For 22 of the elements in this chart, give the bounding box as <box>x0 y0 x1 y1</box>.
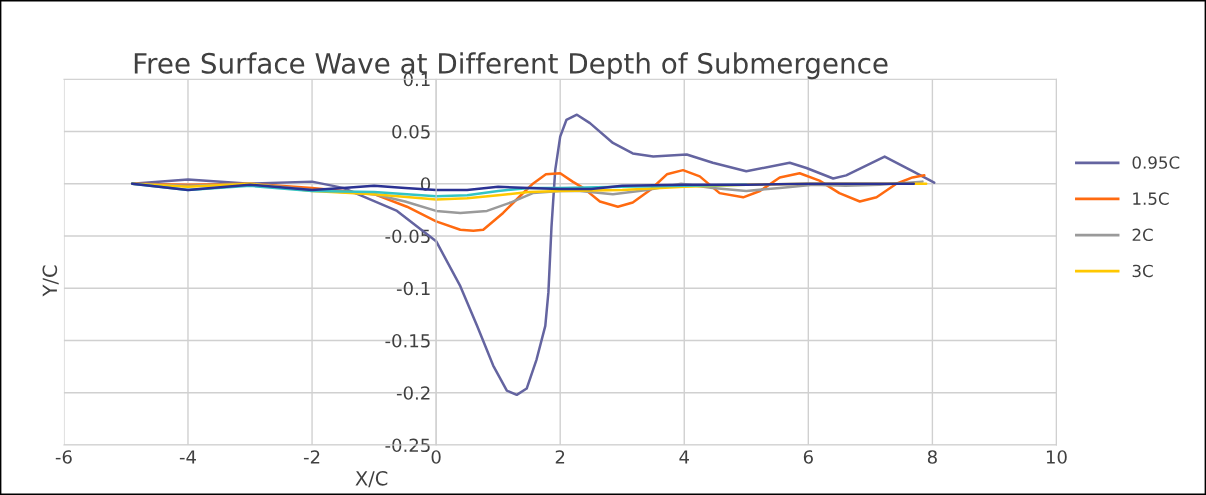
x-tick-label: 10 <box>1046 450 1067 464</box>
y-tick-label: -0.1 <box>396 281 430 296</box>
legend-label: 2C <box>1132 228 1153 242</box>
x-axis-title: X/C <box>355 470 388 488</box>
legend-label: 3C <box>1132 264 1153 278</box>
x-tick-label: 2 <box>555 450 565 464</box>
legend-label: 1.5C <box>1133 192 1169 205</box>
y-axis-title: Y/C <box>42 265 59 297</box>
x-tick-label: 6 <box>803 450 813 464</box>
x-tick-label: 8 <box>927 450 937 464</box>
y-tick-label: 0.05 <box>392 124 430 139</box>
y-tick-label: -0.05 <box>385 229 430 244</box>
x-tick-label: -6 <box>55 450 72 464</box>
legend-label: 0.95C <box>1132 156 1180 169</box>
x-tick-label: -2 <box>303 450 320 464</box>
y-tick-label: -0.25 <box>385 438 430 453</box>
x-tick-label: 0 <box>431 450 441 464</box>
y-tick-label: -0.15 <box>385 333 430 348</box>
x-tick-label: -4 <box>179 450 196 464</box>
x-tick-label: 4 <box>679 450 689 464</box>
y-tick-label: 0.1 <box>403 72 430 87</box>
y-tick-label: -0.2 <box>396 386 430 400</box>
